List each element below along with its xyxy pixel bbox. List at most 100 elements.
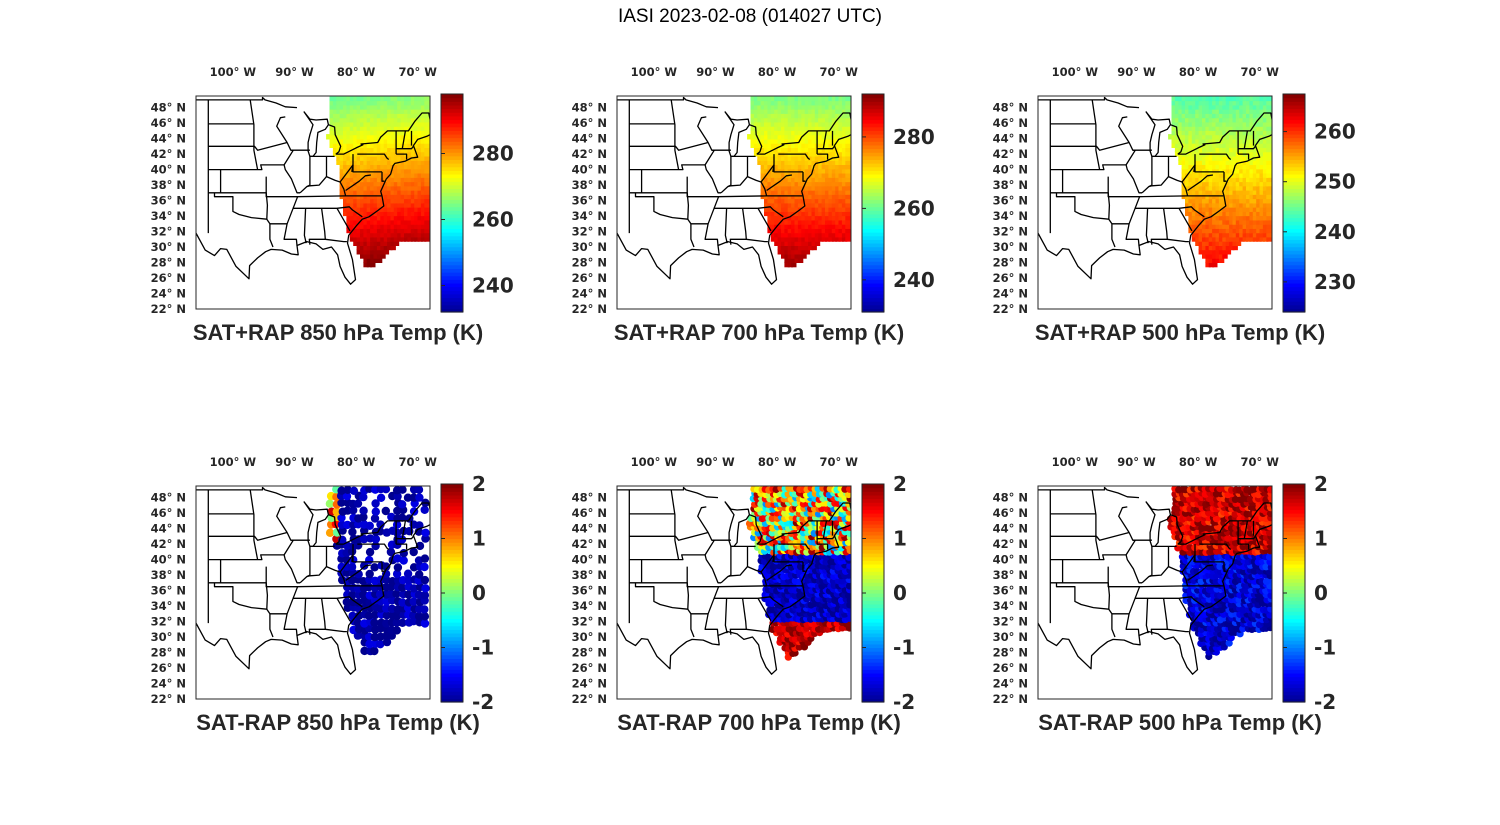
- temp-cell: [420, 117, 427, 123]
- temp-cell: [1205, 240, 1211, 246]
- temp-cell: [781, 168, 787, 174]
- temp-cell: [767, 215, 773, 221]
- temp-cell: [414, 172, 420, 178]
- temp-cell: [1181, 121, 1187, 127]
- temp-cell: [1174, 146, 1181, 153]
- temp-cell: [353, 112, 359, 119]
- temp-cell: [383, 134, 390, 140]
- temp-cell: [346, 96, 352, 102]
- colorbar-segment: [441, 676, 463, 681]
- temp-cell: [1205, 142, 1211, 148]
- temp-cell: [356, 249, 362, 255]
- temp-cell: [1215, 257, 1221, 263]
- temp-cell: [387, 163, 393, 170]
- temp-cell: [1252, 125, 1259, 131]
- temp-cell: [774, 96, 780, 102]
- temp-cell: [1232, 96, 1238, 102]
- temp-cell: [1229, 232, 1235, 238]
- temp-cell: [420, 168, 427, 174]
- temp-cell: [397, 223, 403, 229]
- lat-tick-label: 48° N: [572, 491, 607, 505]
- diff-point: [846, 529, 851, 537]
- temp-cell: [828, 206, 834, 212]
- temp-cell: [1262, 129, 1269, 136]
- temp-cell: [1246, 112, 1252, 119]
- temp-cell: [1212, 261, 1218, 268]
- temp-cell: [808, 240, 814, 246]
- boundary-line: [1038, 96, 1140, 109]
- temp-cell: [407, 96, 413, 102]
- temp-cell: [343, 206, 349, 212]
- temp-cell: [774, 227, 780, 234]
- temp-cell: [1259, 159, 1265, 165]
- temp-cell: [410, 100, 417, 106]
- colorbar-segment: [862, 217, 884, 222]
- temp-cell: [791, 159, 797, 165]
- colorbar-segment: [1283, 228, 1305, 233]
- temp-cell: [373, 121, 379, 127]
- colorbar-segment: [441, 662, 463, 667]
- boundary-line: [381, 561, 385, 572]
- temp-cell: [777, 117, 783, 123]
- temp-cell: [404, 100, 410, 106]
- temp-cell: [353, 198, 359, 204]
- diff-point: [414, 486, 424, 494]
- temp-cell: [821, 112, 827, 119]
- temp-cell: [420, 189, 427, 195]
- colorbar-segment: [1283, 177, 1305, 182]
- temp-cell: [753, 121, 760, 127]
- temp-cell: [825, 185, 831, 191]
- temp-cell: [825, 232, 831, 238]
- temp-cell: [838, 163, 844, 170]
- diff-point: [392, 626, 401, 635]
- temp-cell: [811, 108, 817, 114]
- boundary-line: [629, 582, 803, 588]
- temp-cell: [397, 146, 403, 153]
- temp-cell: [387, 146, 393, 153]
- temp-cell: [370, 240, 376, 246]
- temp-cell: [1185, 96, 1191, 102]
- temp-cell: [1185, 180, 1191, 187]
- temp-cell: [1266, 236, 1272, 242]
- temp-cell: [336, 159, 342, 165]
- temp-cell: [1266, 108, 1272, 114]
- temp-cell: [1198, 159, 1204, 165]
- temp-cell: [774, 232, 780, 238]
- temp-cell: [1202, 96, 1208, 102]
- lat-tick-label: 48° N: [572, 101, 607, 115]
- temp-cell: [787, 117, 794, 123]
- colorbar-segment: [441, 585, 463, 590]
- temp-cell: [828, 129, 834, 136]
- temp-cell: [757, 112, 763, 119]
- temp-cell: [1188, 100, 1194, 106]
- temp-cell: [390, 193, 396, 200]
- boundary-line: [817, 535, 835, 540]
- colorbar-segment: [862, 498, 884, 503]
- diff-point: [370, 646, 379, 656]
- temp-cell: [390, 185, 396, 191]
- temp-cell: [774, 210, 780, 217]
- diff-point: [398, 598, 407, 607]
- temp-cell: [784, 244, 790, 251]
- axes-frame: [195, 95, 431, 310]
- temp-cell: [1218, 257, 1225, 263]
- temp-cell: [1259, 219, 1265, 225]
- temp-cell: [393, 210, 400, 217]
- boundary-line: [697, 506, 715, 556]
- temp-cell: [1212, 96, 1218, 102]
- temp-cell: [1188, 142, 1194, 148]
- temp-cell: [1249, 223, 1255, 229]
- temp-cell: [1202, 112, 1208, 119]
- temp-cell: [397, 198, 403, 204]
- diff-point: [1265, 553, 1272, 561]
- temp-cell: [1232, 134, 1238, 140]
- temp-cell: [400, 168, 406, 174]
- temp-cell: [1185, 104, 1191, 110]
- temp-cell: [1191, 121, 1198, 127]
- lon-tick-label: 100° W: [631, 65, 678, 79]
- temp-cell: [360, 198, 366, 204]
- temp-cell: [1222, 227, 1228, 234]
- temp-cell: [393, 223, 400, 229]
- temp-cell: [420, 210, 427, 217]
- temp-cell: [784, 202, 790, 208]
